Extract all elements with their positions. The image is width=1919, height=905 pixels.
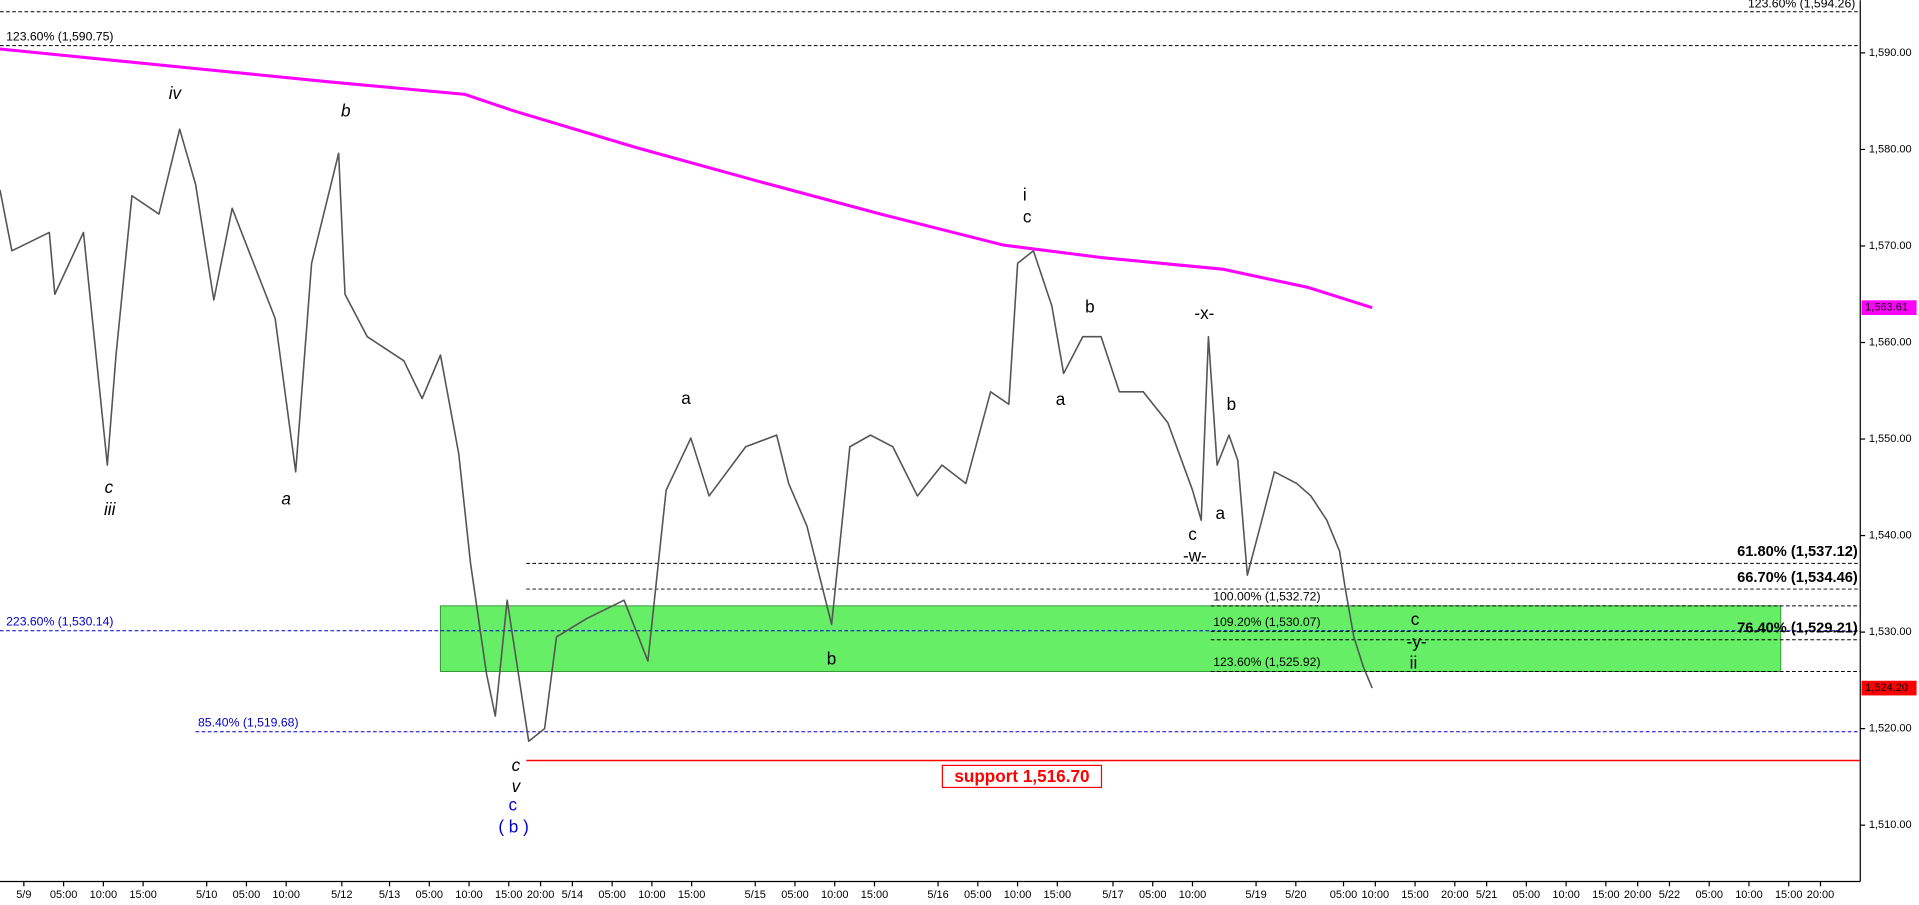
wave-label: c — [105, 477, 114, 497]
x-tick-label: 05:00 — [1695, 889, 1723, 901]
y-tick-label: 1,550.00 — [1869, 433, 1912, 445]
wave-label: iv — [169, 83, 183, 103]
x-tick-label: 15:00 — [861, 889, 889, 901]
x-tick-label: 15:00 — [1592, 889, 1620, 901]
x-tick-label: 05:00 — [598, 889, 626, 901]
wave-label: b — [1085, 296, 1095, 316]
x-tick-label: 10:00 — [1179, 889, 1207, 901]
y-tick-label: 1,510.00 — [1869, 819, 1912, 831]
price-tag-label: 1,563.61 — [1865, 302, 1908, 314]
price-tag — [1861, 680, 1917, 696]
level-label: 100.00% (1,532.72) — [1213, 590, 1320, 604]
x-tick-label: 10:00 — [1362, 889, 1390, 901]
x-tick-label: 10:00 — [1735, 889, 1763, 901]
x-tick-label: 10:00 — [90, 889, 118, 901]
level-label-box — [941, 764, 1103, 789]
x-tick-label: 5/15 — [745, 889, 766, 901]
x-tick-label: 5/21 — [1476, 889, 1497, 901]
level-label: 76.40% (1,529.21) — [1737, 621, 1858, 637]
wave-label: v — [512, 776, 522, 796]
level-label: 123.60% (1,525.92) — [1213, 655, 1320, 669]
wave-label: -w- — [1183, 545, 1207, 565]
wave-label: c — [1411, 609, 1420, 629]
x-tick-label: 15:00 — [129, 889, 157, 901]
y-tick-label: 1,590.00 — [1869, 47, 1912, 59]
x-tick-label: 5/12 — [331, 889, 352, 901]
wave-label: i — [1023, 184, 1027, 204]
x-tick-label: 05:00 — [1330, 889, 1358, 901]
wave-label: b — [1227, 394, 1237, 414]
wave-label: -x- — [1194, 303, 1214, 323]
wave-label: ( b ) — [498, 817, 528, 837]
x-tick-label: 05:00 — [781, 889, 809, 901]
x-tick-label: 15:00 — [1775, 889, 1803, 901]
x-tick-label: 20:00 — [527, 889, 555, 901]
x-tick-label: 10:00 — [821, 889, 849, 901]
y-tick-label: 1,570.00 — [1869, 240, 1912, 252]
x-tick-label: 05:00 — [233, 889, 261, 901]
x-tick-label: 20:00 — [1624, 889, 1652, 901]
x-tick-label: 5/14 — [562, 889, 583, 901]
wave-label: -y- — [1407, 631, 1427, 651]
x-tick-label: 05:00 — [50, 889, 78, 901]
wave-label: c — [1023, 207, 1032, 227]
x-tick-label: 15:00 — [1044, 889, 1072, 901]
x-tick-label: 10:00 — [272, 889, 300, 901]
wave-label: ii — [1410, 652, 1418, 672]
y-tick-label: 1,580.00 — [1869, 143, 1912, 155]
x-tick-label: 5/13 — [379, 889, 400, 901]
x-tick-label: 10:00 — [1552, 889, 1580, 901]
y-tick-label: 1,520.00 — [1869, 723, 1912, 735]
wave-label: c — [508, 794, 517, 814]
wave-label: a — [681, 388, 691, 408]
x-tick-label: 5/10 — [196, 889, 217, 901]
level-label: 123.60% (1,590.75) — [6, 29, 113, 43]
x-tick-label: 05:00 — [1139, 889, 1167, 901]
x-tick-label: 5/9 — [16, 889, 31, 901]
x-tick-label: 10:00 — [638, 889, 666, 901]
price-tag-label: 1,524.20 — [1865, 682, 1908, 694]
x-tick-label: 5/19 — [1245, 889, 1266, 901]
wave-label: iii — [104, 499, 117, 519]
wave-label: a — [281, 488, 291, 508]
wave-label: b — [827, 649, 837, 669]
level-label: 223.60% (1,530.14) — [6, 614, 113, 628]
y-tick-label: 1,560.00 — [1869, 336, 1912, 348]
target-zone — [439, 605, 1782, 672]
level-label: 85.40% (1,519.68) — [198, 715, 299, 729]
x-tick-label: 5/16 — [927, 889, 948, 901]
price-tag — [1861, 300, 1917, 315]
level-label: 109.20% (1,530.07) — [1213, 615, 1320, 629]
level-label: support 1,516.70 — [954, 766, 1089, 786]
x-tick-label: 05:00 — [964, 889, 992, 901]
wave-label: b — [341, 100, 351, 120]
y-tick-label: 1,540.00 — [1869, 529, 1912, 541]
level-label: 61.80% (1,537.12) — [1737, 544, 1858, 560]
x-tick-label: 20:00 — [1807, 889, 1835, 901]
wave-label: c — [1188, 524, 1197, 544]
price-line — [0, 128, 1373, 743]
x-tick-label: 05:00 — [1513, 889, 1541, 901]
x-tick-label: 5/22 — [1659, 889, 1680, 901]
x-tick-label: 10:00 — [455, 889, 483, 901]
y-tick-label: 1,530.00 — [1869, 626, 1912, 638]
level-label: 123.60% (1,594.26) — [1748, 0, 1855, 11]
wave-label: a — [1056, 389, 1066, 409]
x-tick-label: 10:00 — [1004, 889, 1032, 901]
x-tick-label: 15:00 — [495, 889, 523, 901]
x-tick-label: 20:00 — [1441, 889, 1469, 901]
wave-label: a — [1216, 503, 1226, 523]
x-tick-label: 15:00 — [678, 889, 706, 901]
moving-average — [0, 47, 1373, 310]
wave-label: c — [512, 755, 521, 775]
x-tick-label: 05:00 — [416, 889, 444, 901]
x-tick-label: 5/20 — [1285, 889, 1306, 901]
x-tick-label: 5/17 — [1102, 889, 1123, 901]
x-tick-label: 15:00 — [1401, 889, 1429, 901]
level-label: 66.70% (1,534.46) — [1737, 570, 1858, 586]
